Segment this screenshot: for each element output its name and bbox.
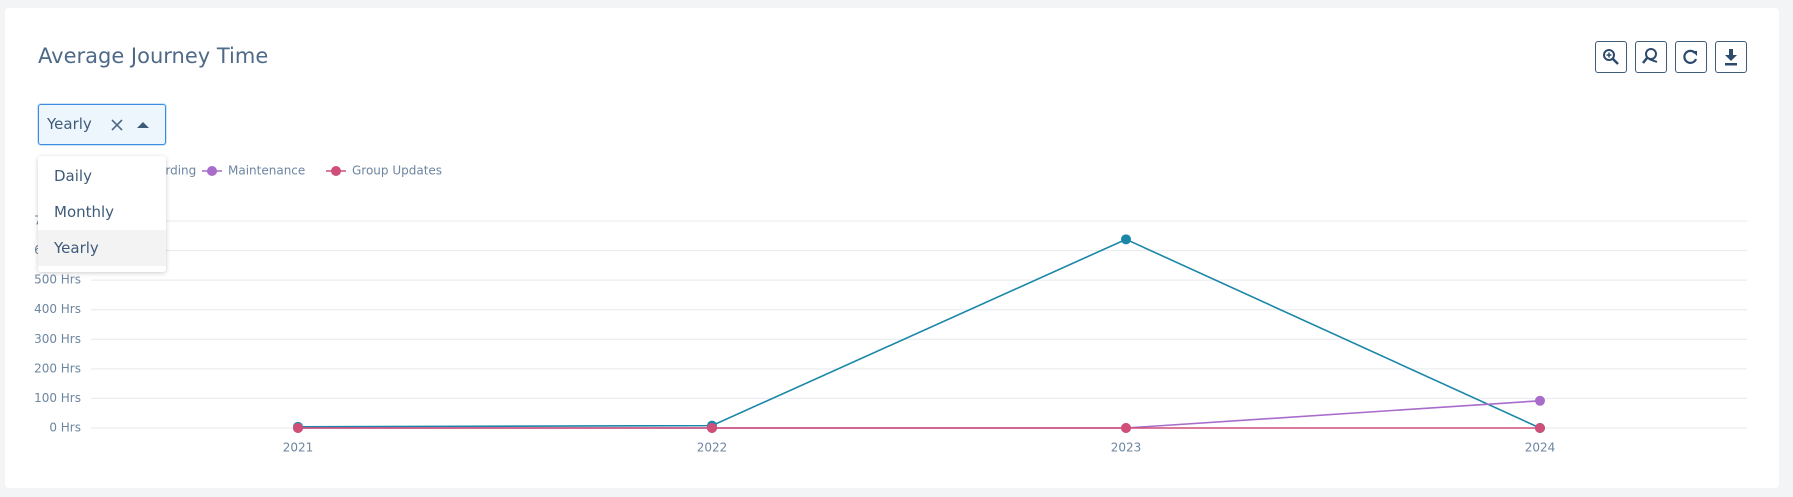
legend-label: Group Updates xyxy=(352,164,442,178)
data-point xyxy=(707,423,717,433)
series-line xyxy=(298,399,1541,429)
y-tick-label: 100 Hrs xyxy=(34,391,81,405)
y-tick-label: 400 Hrs xyxy=(34,302,81,316)
period-select[interactable]: Yearly xyxy=(38,104,166,145)
x-tick-label: 2021 xyxy=(283,441,314,455)
select-icons xyxy=(111,119,149,131)
download-icon xyxy=(1725,49,1737,66)
menu-option[interactable]: Monthly xyxy=(54,203,115,221)
data-point xyxy=(1121,234,1131,245)
reset-button[interactable] xyxy=(1675,41,1707,73)
legend-marker xyxy=(331,166,341,176)
x-tick-label: 2022 xyxy=(697,441,728,455)
data-point xyxy=(293,423,303,433)
y-tick-label: 0 Hrs xyxy=(49,421,81,435)
period-menu: Daily Monthly Yearly xyxy=(38,156,166,272)
y-tick-label: 500 Hrs xyxy=(34,273,81,287)
menu-option[interactable]: Daily xyxy=(54,167,92,185)
zoom-out-icon xyxy=(1642,48,1658,64)
legend-marker xyxy=(207,166,217,176)
zoom-in-icon xyxy=(1603,49,1619,65)
download-button[interactable] xyxy=(1715,41,1747,73)
selected-value: Yearly xyxy=(47,115,92,133)
data-point xyxy=(1535,423,1545,433)
x-tick-label: 2023 xyxy=(1111,441,1142,455)
y-tick-label: 300 Hrs xyxy=(34,332,81,346)
reset-icon xyxy=(1683,49,1698,64)
chart-title: Average Journey Time xyxy=(38,44,268,68)
card xyxy=(5,8,1779,488)
zoom-out-button[interactable] xyxy=(1635,41,1667,73)
x-tick-label: 2024 xyxy=(1525,441,1556,455)
data-point xyxy=(1535,395,1545,406)
legend-label: Maintenance xyxy=(228,164,305,178)
data-point xyxy=(1121,423,1131,433)
y-tick-label: 200 Hrs xyxy=(34,361,81,375)
zoom-in-button[interactable] xyxy=(1595,41,1627,73)
series-line xyxy=(297,238,1541,429)
menu-option[interactable]: Yearly xyxy=(38,230,166,266)
